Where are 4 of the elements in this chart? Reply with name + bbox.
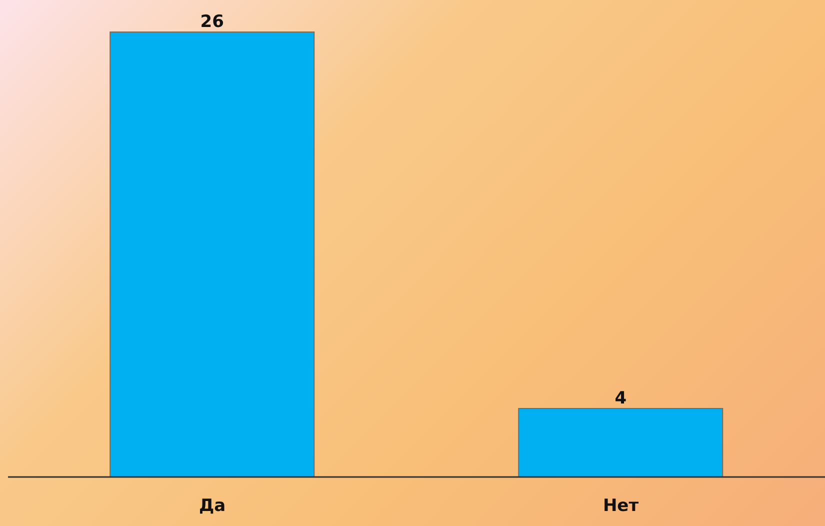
- x-tick-label: Нет: [602, 496, 639, 516]
- data-label: 26: [200, 12, 224, 32]
- data-label: 4: [614, 388, 627, 409]
- x-tick-label: Да: [198, 496, 226, 516]
